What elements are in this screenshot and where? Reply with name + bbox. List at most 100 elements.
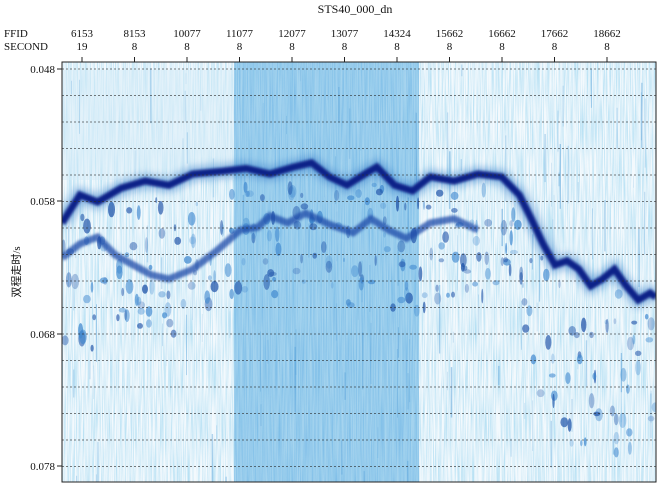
energy-speck	[65, 272, 72, 288]
ffid-label: 17662	[541, 28, 569, 40]
energy-speck	[484, 219, 493, 227]
energy-speck	[121, 287, 125, 297]
left-faded-zone	[62, 70, 234, 180]
energy-speck	[635, 360, 641, 376]
ffid-tick-labels: 6153 8153 10077 11077 12077 13077 14324 15662 16…	[71, 28, 621, 40]
second-label: 8	[289, 41, 295, 53]
energy-speck	[83, 294, 91, 304]
energy-speck	[155, 197, 158, 204]
energy-speck	[463, 269, 472, 274]
energy-speck	[543, 268, 550, 282]
energy-speck	[645, 337, 654, 343]
energy-speck	[450, 191, 459, 200]
energy-speck	[134, 293, 139, 306]
energy-speck	[62, 335, 69, 346]
energy-speck	[136, 205, 141, 220]
energy-speck	[529, 257, 533, 264]
energy-speck	[266, 230, 272, 242]
energy-speck	[166, 318, 174, 328]
energy-speck	[560, 417, 569, 428]
energy-speck	[272, 276, 277, 282]
energy-speck	[429, 247, 433, 261]
energy-speck	[397, 296, 406, 304]
energy-speck	[592, 372, 597, 380]
energy-speck	[481, 288, 484, 304]
energy-speck	[613, 413, 619, 426]
energy-speck	[550, 353, 555, 364]
energy-speck	[262, 258, 269, 265]
y-tick-label: 0.078	[30, 461, 55, 473]
energy-speck	[647, 415, 655, 422]
energy-speck	[505, 242, 508, 255]
energy-speck	[503, 257, 509, 263]
energy-speck	[472, 281, 478, 287]
energy-speck	[627, 441, 632, 455]
energy-speck	[116, 314, 120, 322]
energy-speck	[300, 203, 309, 210]
energy-speck	[435, 284, 439, 292]
energy-speck	[576, 354, 583, 365]
energy-speck	[195, 201, 199, 207]
energy-speck	[383, 246, 391, 253]
energy-speck	[189, 236, 196, 245]
energy-speck	[446, 292, 450, 298]
energy-speck	[626, 336, 635, 351]
energy-speck	[142, 284, 148, 294]
energy-speck	[605, 318, 609, 334]
energy-speck	[509, 230, 513, 246]
second-label: 8	[447, 41, 453, 53]
y-tick-label: 0.048	[30, 64, 55, 76]
energy-speck	[511, 207, 516, 222]
energy-speck	[521, 282, 524, 289]
energy-speck	[604, 319, 608, 325]
energy-speck	[383, 232, 386, 238]
energy-speck	[521, 298, 528, 306]
energy-speck	[325, 260, 333, 273]
energy-speck	[404, 287, 410, 300]
energy-speck	[626, 384, 630, 394]
energy-speck	[651, 402, 656, 413]
energy-speck	[293, 220, 302, 230]
energy-speck	[620, 367, 627, 382]
energy-speck	[632, 334, 636, 345]
energy-speck	[618, 412, 627, 428]
energy-speck	[300, 192, 304, 198]
energy-speck	[454, 223, 460, 229]
energy-speck	[137, 308, 145, 315]
second-label: 8	[342, 41, 348, 53]
energy-speck	[80, 213, 85, 222]
ffid-label: 12077	[278, 28, 306, 40]
energy-speck	[287, 181, 293, 195]
energy-speck	[241, 286, 249, 293]
energy-speck	[613, 318, 617, 325]
energy-speck	[358, 276, 364, 291]
energy-speck	[144, 237, 149, 253]
energy-speck	[545, 335, 552, 350]
energy-speck	[635, 350, 642, 356]
energy-speck	[312, 252, 318, 259]
plot-frame	[61, 61, 657, 483]
energy-speck	[451, 208, 458, 213]
reflector-secondary	[62, 209, 480, 283]
energy-speck	[519, 272, 523, 285]
ffid-label: 11077	[226, 28, 254, 40]
energy-speck	[180, 298, 187, 309]
header-label-second: SECOND	[4, 41, 48, 53]
energy-speck	[398, 261, 406, 268]
ffid-label: 15662	[436, 28, 464, 40]
energy-speck	[343, 257, 345, 262]
ffid-label: 18662	[593, 28, 621, 40]
energy-speck	[137, 323, 143, 329]
energy-speck	[309, 223, 318, 231]
energy-speck	[260, 194, 265, 202]
energy-speck	[170, 329, 177, 338]
grid-lines	[62, 68, 656, 467]
energy-speck	[395, 195, 400, 212]
energy-speck	[484, 268, 491, 280]
energy-speck	[580, 440, 583, 447]
energy-speck	[158, 291, 166, 298]
energy-speck	[380, 202, 387, 209]
energy-speck	[347, 195, 355, 201]
energy-speck	[334, 190, 340, 201]
energy-speck	[644, 313, 649, 320]
